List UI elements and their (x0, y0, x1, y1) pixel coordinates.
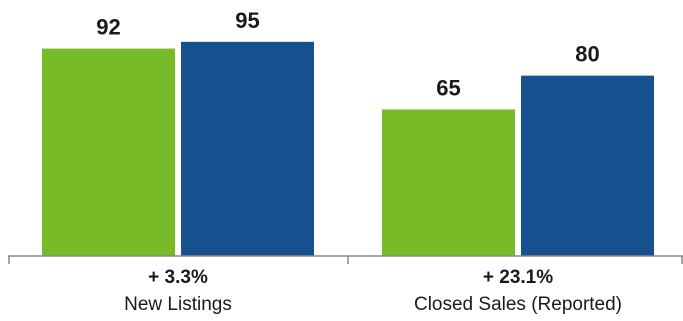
x-axis (8, 255, 683, 264)
change-label-1: + 23.1% (483, 267, 553, 288)
category-label-0: New Listings (124, 294, 232, 315)
value-label-0-0: 92 (96, 15, 120, 40)
category-label-1: Closed Sales (Reported) (414, 294, 622, 315)
bar-1-1 (521, 75, 654, 257)
change-label-0: + 3.3% (148, 267, 208, 288)
bar-0-1 (181, 41, 314, 257)
value-labels-layer: 92 95 65 80 (96, 8, 599, 101)
bar-1-0 (382, 109, 515, 256)
bar-0-0 (42, 48, 175, 256)
category-labels-layer: + 3.3% New Listings + 23.1% Closed Sales (R… (124, 267, 622, 315)
bars-layer (42, 41, 654, 257)
value-label-1-1: 80 (575, 42, 599, 67)
value-label-1-0: 65 (436, 75, 460, 100)
value-label-0-1: 95 (235, 8, 259, 33)
